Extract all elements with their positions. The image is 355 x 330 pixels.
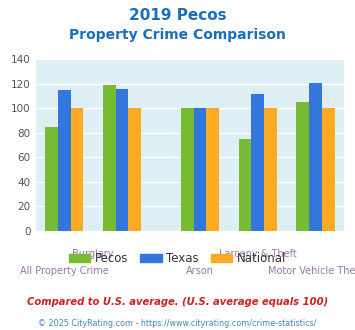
- Bar: [296, 102, 309, 231]
- Text: Larceny & Theft: Larceny & Theft: [219, 249, 297, 259]
- Bar: [239, 139, 251, 231]
- Text: © 2025 CityRating.com - https://www.cityrating.com/crime-statistics/: © 2025 CityRating.com - https://www.city…: [38, 319, 317, 328]
- Bar: [71, 109, 83, 231]
- Bar: [103, 85, 116, 231]
- Bar: [322, 109, 334, 231]
- Text: 2019 Pecos: 2019 Pecos: [129, 8, 226, 23]
- Bar: [194, 109, 206, 231]
- Bar: [251, 94, 264, 231]
- Bar: [309, 83, 322, 231]
- Bar: [129, 109, 141, 231]
- Bar: [206, 109, 219, 231]
- Text: Property Crime Comparison: Property Crime Comparison: [69, 28, 286, 42]
- Bar: [181, 109, 194, 231]
- Text: Compared to U.S. average. (U.S. average equals 100): Compared to U.S. average. (U.S. average …: [27, 297, 328, 307]
- Legend: Pecos, Texas, National: Pecos, Texas, National: [64, 247, 291, 270]
- Text: Arson: Arson: [186, 266, 214, 276]
- Bar: [45, 127, 58, 231]
- Text: Motor Vehicle Theft: Motor Vehicle Theft: [268, 266, 355, 276]
- Bar: [58, 90, 71, 231]
- Text: All Property Crime: All Property Crime: [20, 266, 109, 276]
- Text: Burglary: Burglary: [72, 249, 114, 259]
- Bar: [264, 109, 277, 231]
- Bar: [116, 89, 129, 231]
